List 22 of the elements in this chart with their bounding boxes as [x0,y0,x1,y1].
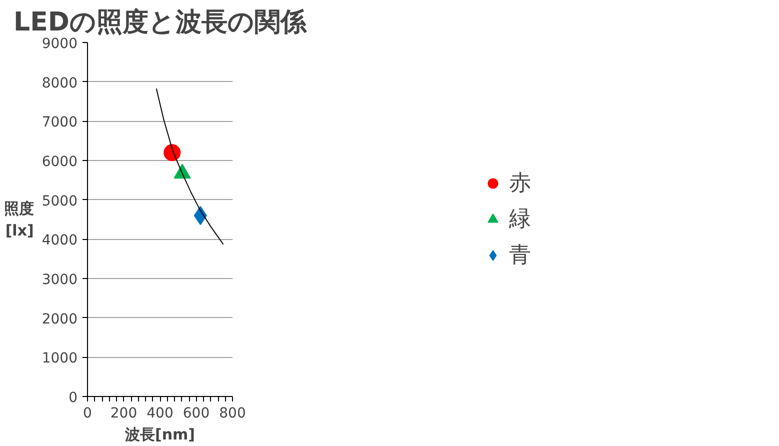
y-tick-label: 1000 [42,350,78,367]
x-tick-label: 400 [146,406,174,422]
y-tick-label: 0 [68,390,78,406]
x-tick-label: 800 [219,406,246,422]
y-tick-label: 2000 [42,311,78,328]
line-series [156,88,224,245]
y-tick-label: 3000 [42,272,78,288]
legend-label: 緑 [509,206,531,234]
chart-title: LEDの照度と波長の関係 [14,8,308,38]
y-tick-label: 8000 [42,75,78,92]
x-tick-label: 0 [83,406,92,422]
y-tick-label: 5000 [42,193,78,210]
y-tick-label: 6000 [42,154,78,170]
y-tick-label: 7000 [42,114,78,131]
y-tick-label: 9000 [42,36,78,52]
y-axis-title: 照度 [lx] [4,200,34,240]
x-tick-label: 600 [182,406,210,422]
y-tick-label: 4000 [42,232,78,249]
x-axis-title: 波長[nm] [124,426,196,444]
legend-label: 青 [509,242,531,270]
x-tick-label: 200 [110,406,138,422]
legend-label: 赤 [509,170,531,198]
